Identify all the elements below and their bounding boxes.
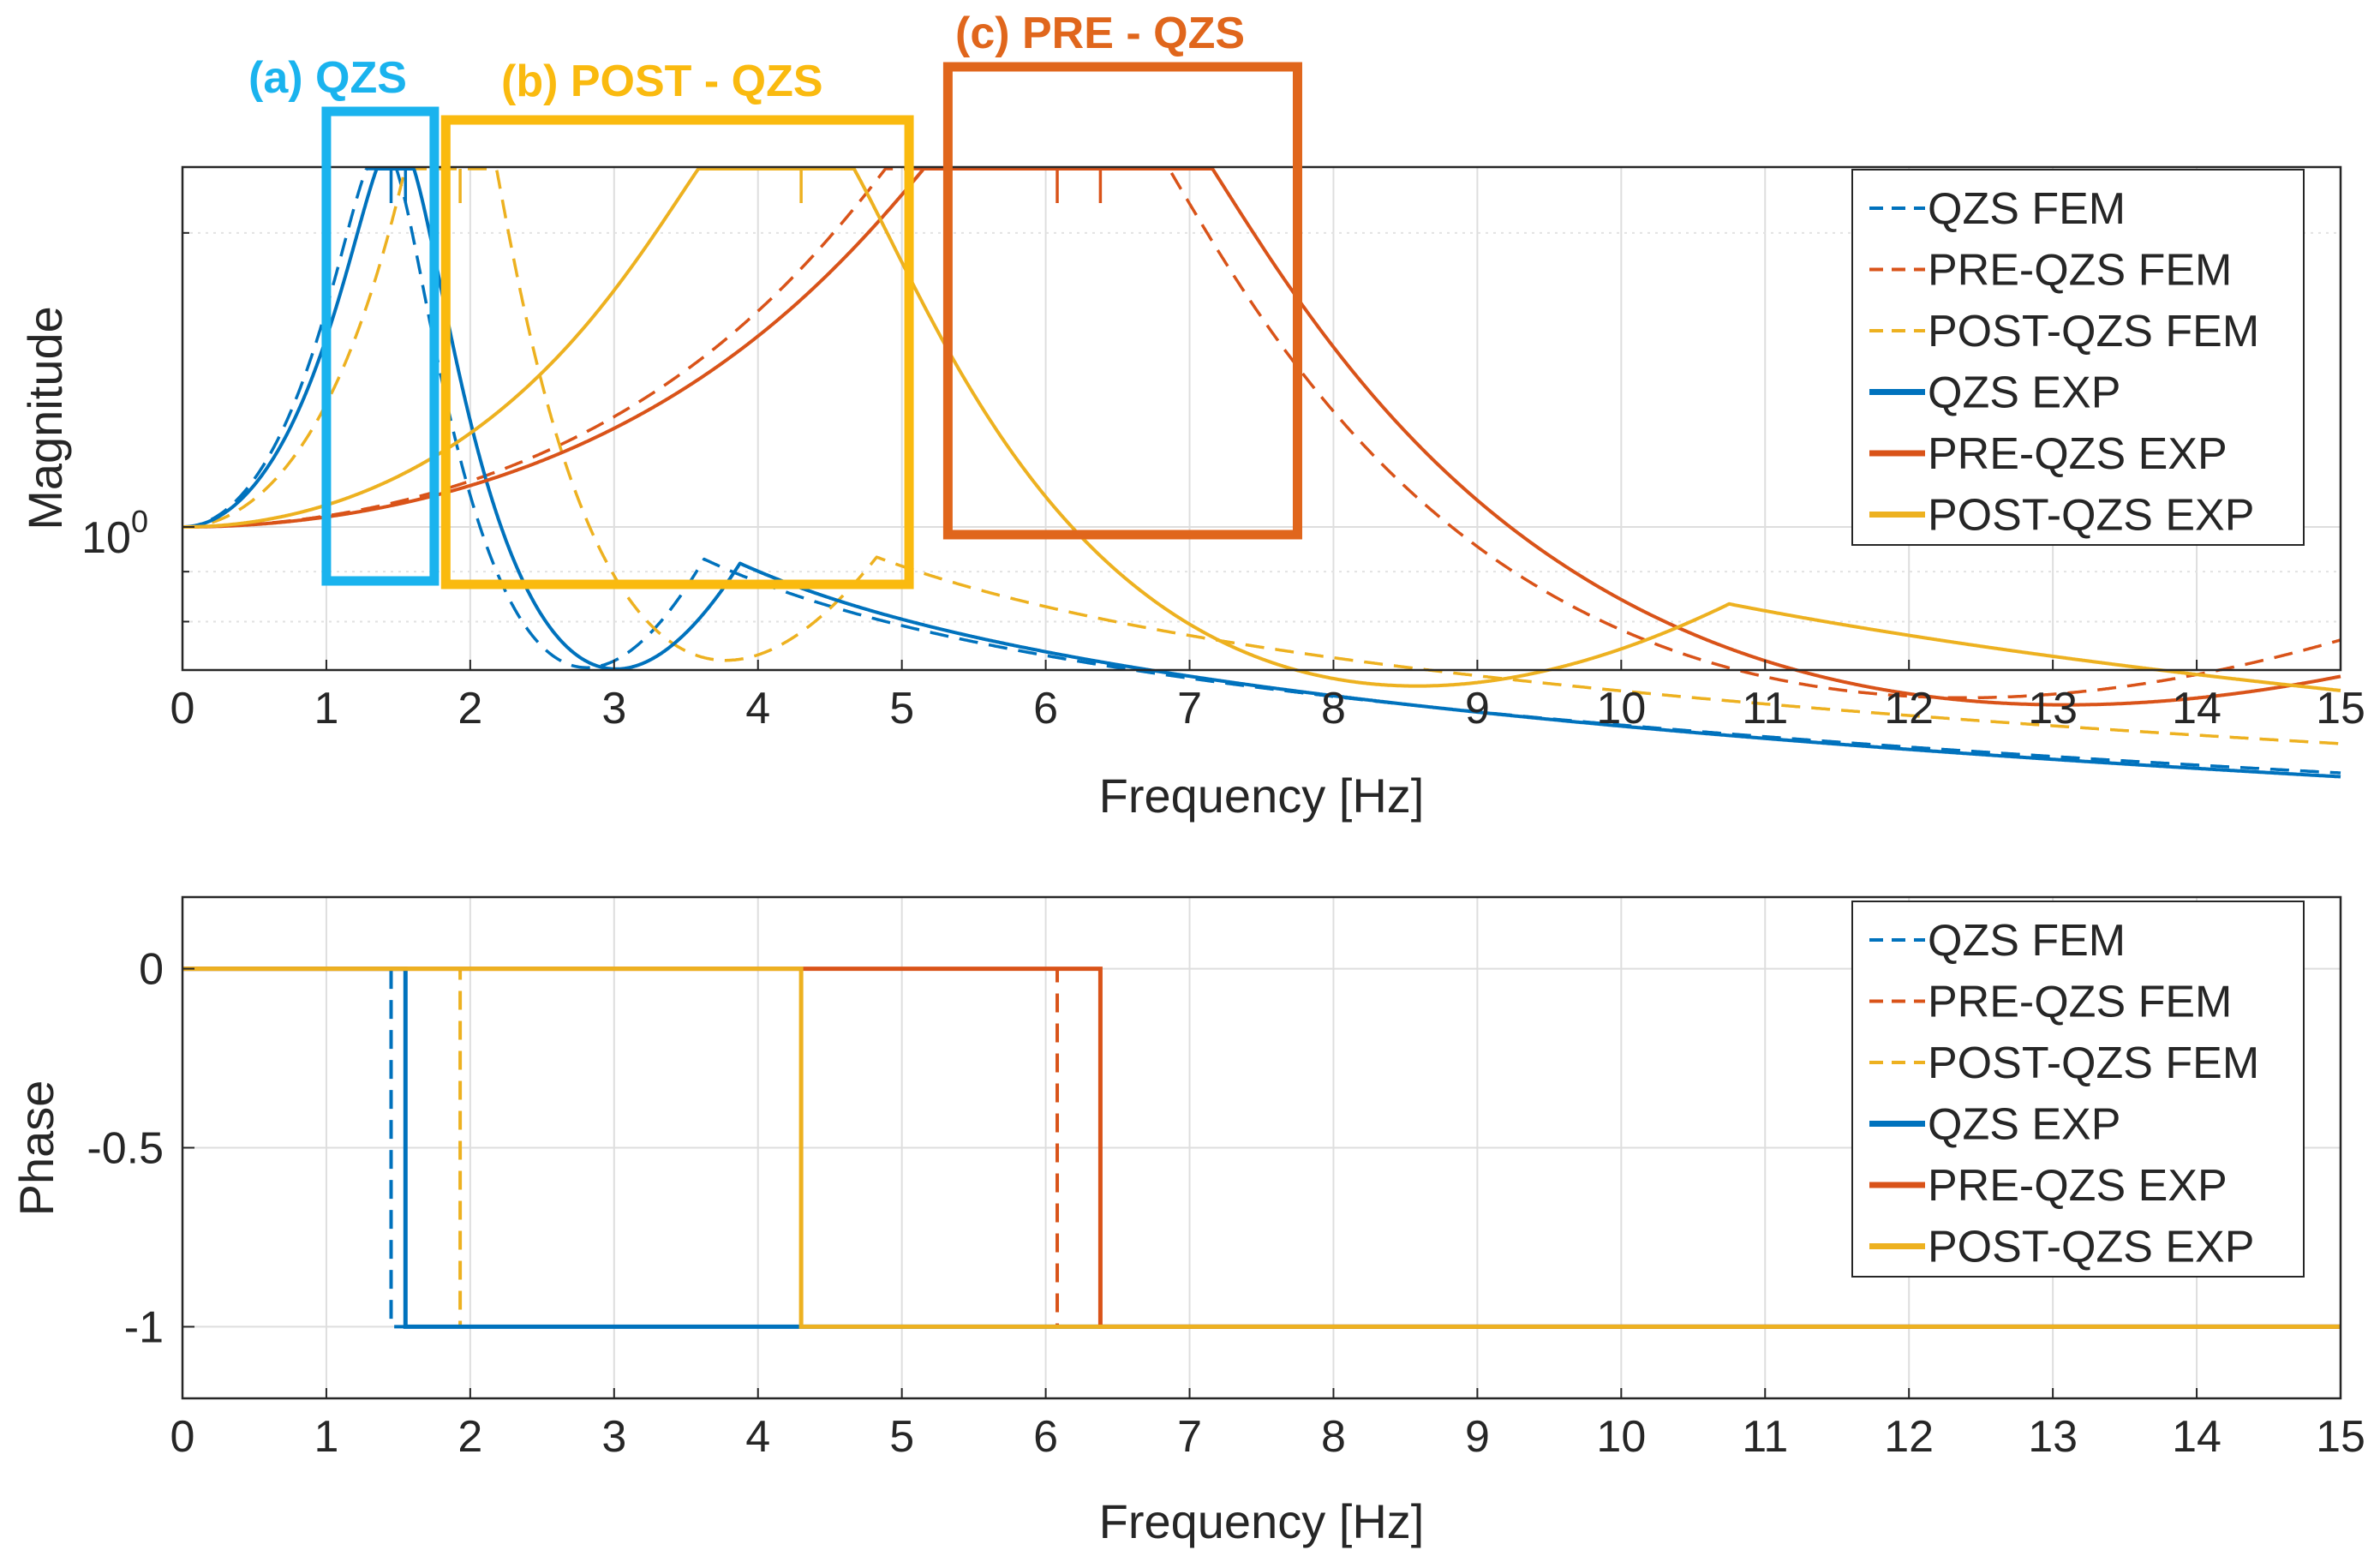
magnitude-y-axis-label: Magnitude — [18, 306, 72, 530]
phase-y-axis-label: Phase — [9, 1080, 63, 1217]
magnitude-x-axis-label: Frequency [Hz] — [1099, 769, 1425, 823]
magnitude-x-tick-label: 0 — [170, 684, 195, 733]
phase-legend-box — [1851, 901, 2305, 1278]
magnitude-x-tick-label: 12 — [1884, 684, 1934, 733]
phase-legend: QZS FEM PRE-QZS FEM POST-QZS FEM QZS EXP PRE… — [1851, 901, 2305, 1278]
phase-y-tick-label: 0 — [139, 945, 164, 995]
magnitude-x-tick-label: 10 — [1596, 684, 1646, 733]
phase-y-tick-label: -1 — [124, 1302, 164, 1352]
magnitude-x-tick-label: 7 — [1177, 684, 1202, 733]
phase-x-tick-label: 10 — [1596, 1412, 1646, 1462]
magnitude-legend-label: POST-QZS EXP — [1928, 491, 2254, 541]
magnitude-x-tick-label: 8 — [1321, 684, 1346, 733]
phase-x-tick-label: 11 — [1742, 1412, 1788, 1462]
magnitude-series-line — [182, 167, 2341, 779]
region-label: (c) PRE - QZS — [955, 9, 1245, 58]
magnitude-series-line — [182, 167, 2341, 700]
magnitude-x-tick-label: 15 — [2316, 684, 2365, 733]
phase-x-axis-label: Frequency [Hz] — [1099, 1494, 1425, 1548]
magnitude-x-tick-label: 11 — [1742, 684, 1788, 733]
region-label: (a) QZS — [248, 53, 407, 103]
phase-x-tick-label: 8 — [1321, 1412, 1346, 1462]
phase-legend-label: POST-QZS EXP — [1928, 1223, 2254, 1272]
magnitude-axes-frame — [181, 165, 2342, 672]
phase-legend-label: POST-QZS FEM — [1928, 1038, 2259, 1088]
magnitude-legend-label: QZS FEM — [1928, 184, 2126, 234]
magnitude-x-tick-label: 5 — [889, 684, 914, 733]
magnitude-x-tick-label: 14 — [2172, 684, 2222, 733]
magnitude-series-line — [182, 167, 2341, 692]
phase-x-tick-label: 5 — [889, 1412, 914, 1462]
magnitude-x-tick-label: 9 — [1465, 684, 1490, 733]
magnitude-legend-label: QZS EXP — [1928, 368, 2120, 418]
magnitude-legend-box — [1851, 169, 2305, 546]
phase-x-tick-label: 6 — [1033, 1412, 1058, 1462]
phase-x-tick-label: 1 — [314, 1412, 338, 1462]
phase-x-tick-label: 0 — [170, 1412, 195, 1462]
phase-legend-label: PRE-QZS FEM — [1928, 978, 2232, 1027]
magnitude-legend: QZS FEM PRE-QZS FEM POST-QZS FEM QZS EXP PRE… — [1851, 169, 2305, 546]
region-label: (b) POST - QZS — [501, 57, 823, 106]
phase-x-tick-label: 2 — [457, 1412, 482, 1462]
magnitude-legend-label: POST-QZS FEM — [1928, 307, 2259, 356]
phase-x-tick-label: 15 — [2316, 1412, 2365, 1462]
phase-x-tick-label: 9 — [1465, 1412, 1490, 1462]
region-box — [440, 115, 914, 589]
magnitude-x-tick-label: 3 — [601, 684, 626, 733]
phase-series — [182, 967, 2341, 1329]
phase-legend-label: QZS EXP — [1928, 1100, 2120, 1150]
magnitude-legend-label: PRE-QZS FEM — [1928, 246, 2232, 296]
magnitude-series — [182, 167, 2341, 779]
phase-y-tick-label: -0.5 — [87, 1124, 164, 1174]
magnitude-series-line — [182, 167, 2341, 707]
magnitude-x-tick-label: 6 — [1033, 684, 1058, 733]
phase-legend-label: QZS FEM — [1928, 916, 2126, 966]
magnitude-legend-label: PRE-QZS EXP — [1928, 429, 2228, 479]
phase-x-tick-label: 3 — [601, 1412, 626, 1462]
phase-plot: 0 1 2 3 4 5 6 7 8 9 10 11 12 13 14 150-0.5-1 Frequency … — [9, 895, 2365, 1548]
phase-x-tick-label: 13 — [2028, 1412, 2078, 1462]
resonance-region-annotations: (a) QZS (b) POST - QZS (c) PRE - QZS — [248, 9, 1302, 589]
magnitude-x-tick-label: 13 — [2028, 684, 2078, 733]
magnitude-series-line — [182, 167, 2341, 745]
magnitude-y-tick-label: 100 — [81, 504, 148, 563]
phase-x-tick-label: 7 — [1177, 1412, 1202, 1462]
magnitude-x-tick-label: 1 — [314, 684, 338, 733]
phase-x-tick-label: 14 — [2172, 1412, 2222, 1462]
region-box — [942, 62, 1302, 540]
phase-legend-label: PRE-QZS EXP — [1928, 1161, 2228, 1211]
phase-x-tick-label: 12 — [1884, 1412, 1934, 1462]
phase-series-line — [182, 967, 2341, 1329]
phase-ticks: 0 1 2 3 4 5 6 7 8 9 10 11 12 13 14 150-0.5-1 — [87, 945, 2365, 1462]
phase-x-tick-label: 4 — [745, 1412, 770, 1462]
magnitude-x-tick-label: 4 — [745, 684, 770, 733]
magnitude-x-tick-label: 2 — [457, 684, 482, 733]
region-box — [321, 106, 440, 586]
